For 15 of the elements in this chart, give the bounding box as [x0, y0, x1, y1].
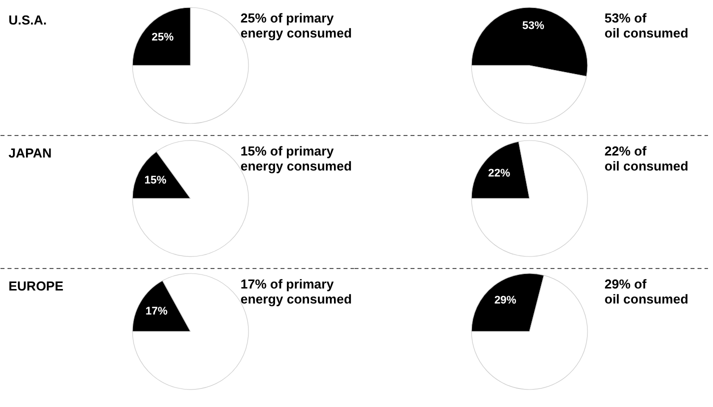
data-label: 17%	[146, 305, 168, 318]
chart-title: JAPAN	[8, 146, 52, 160]
chart-title: EUROPE	[8, 278, 64, 294]
text: 17% of primary energy consumed	[240, 276, 352, 306]
text: 25% of primary energy consumed	[240, 10, 352, 40]
text: 22% of oil consumed	[604, 144, 688, 174]
data-label: 25%	[152, 32, 174, 44]
data-label: 53%	[522, 20, 544, 32]
text: 29% of oil consumed	[604, 276, 688, 306]
text: U.S.A.	[8, 12, 47, 28]
data-label: 29%	[494, 294, 517, 306]
text: 15% of primary energy consumed	[240, 144, 352, 174]
text: 53% of oil consumed	[604, 10, 688, 40]
data-label: 15%	[144, 174, 167, 187]
data-label: 22%	[488, 167, 510, 180]
